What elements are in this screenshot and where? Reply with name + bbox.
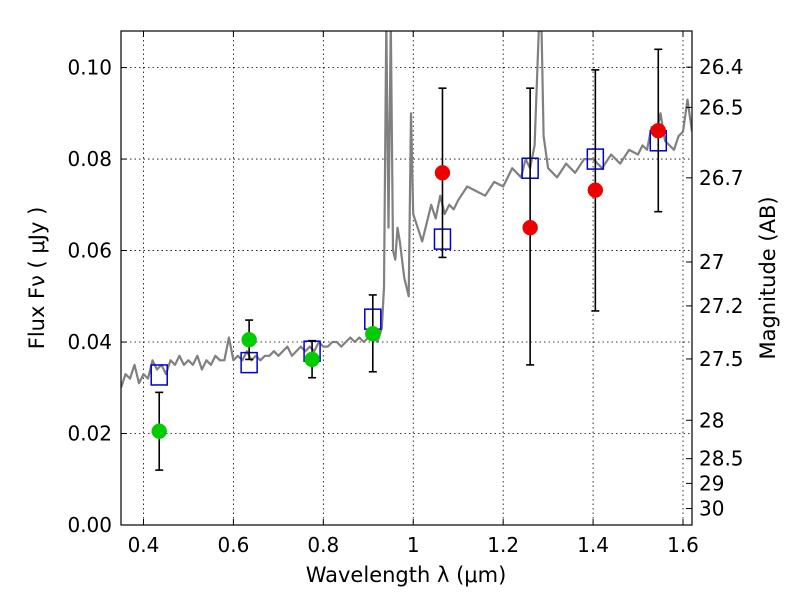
- y-tick-label: 0.04: [67, 330, 112, 354]
- x-tick-label: 1.2: [487, 533, 519, 557]
- red-data-point: [587, 182, 604, 198]
- marker-layer: [150, 48, 668, 471]
- plot-background: [121, 31, 692, 525]
- y2-axis-label: Magnitude (AB): [756, 196, 780, 359]
- y-tick-label: 0.02: [67, 422, 112, 446]
- y2-tick-label: 28.5: [699, 447, 744, 471]
- x-tick-label: 1: [407, 533, 420, 557]
- plot-frame: [120, 30, 693, 526]
- y2-tick-label: 28: [699, 408, 724, 432]
- y2-tick-label: 29: [699, 471, 724, 495]
- green-data-point: [304, 351, 320, 368]
- y2-tick-label: 27.5: [699, 347, 744, 371]
- y2-tick-label: 27.2: [699, 294, 744, 318]
- y2-tick-label: 26.4: [699, 55, 744, 79]
- y2-tick-label: 27: [699, 250, 724, 274]
- y2-tick-label: 26.7: [699, 166, 744, 190]
- green-data-point: [365, 326, 381, 342]
- green-data-point: [151, 423, 167, 439]
- red-data-point: [650, 122, 667, 139]
- y-tick-label: 0.06: [67, 239, 112, 263]
- model-photometry-square: [150, 364, 168, 386]
- y2-tick-label: 30: [699, 497, 724, 521]
- x-tick-label: 0.8: [307, 533, 339, 557]
- y2-tick-label: 26.5: [699, 95, 744, 119]
- y-tick-label: 0.00: [67, 513, 112, 537]
- ticks: 0.4 0.6 0.8 1 1.2 1.4 1.6 0.00 0.02 0.04 0.06 0.08 0…: [67, 31, 744, 557]
- x-tick-label: 0.4: [128, 533, 160, 557]
- y-tick-label: 0.08: [67, 147, 112, 171]
- red-data-point: [434, 165, 451, 181]
- green-data-point: [241, 332, 257, 348]
- y-axis-label: Flux Fν ( μJy ): [25, 207, 49, 350]
- spectrum-line: [121, 31, 692, 389]
- x-tick-label: 0.6: [217, 533, 249, 557]
- y-tick-label: 0.10: [67, 56, 112, 80]
- x-tick-label: 1.4: [577, 533, 609, 557]
- series-layer: [121, 31, 692, 389]
- red-data-point: [522, 219, 538, 236]
- x-axis-label: Wavelength λ (μm): [306, 563, 507, 587]
- grid: [121, 31, 692, 525]
- x-tick-label: 1.6: [667, 533, 699, 557]
